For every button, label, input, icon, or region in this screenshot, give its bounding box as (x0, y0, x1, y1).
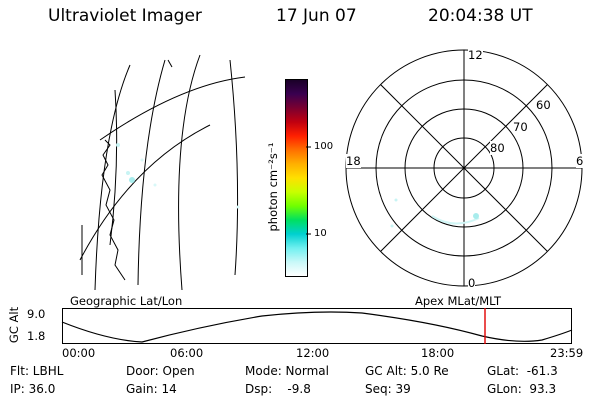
dsp-label: Dsp: -9.8 (245, 382, 311, 396)
mlt-label-18: 18 (346, 154, 361, 168)
alt-xtick-2359: 23:59 (550, 346, 584, 360)
filter-label: Flt: LBHL (10, 364, 64, 378)
alt-ytick-1-8: 1.8 (27, 329, 46, 343)
mlat-label-60: 60 (536, 98, 551, 112)
altitude-plot (61, 308, 573, 344)
mlat-label-70: 70 (513, 120, 528, 134)
colorbar-tick-10: 10 (314, 228, 327, 239)
mlat-label-80: 80 (490, 141, 505, 155)
gc-alt-label: GC Alt: 5.0 Re (365, 364, 449, 378)
instrument-title: Ultraviolet Imager (48, 6, 202, 26)
time-label: 20:04:38 UT (428, 6, 533, 26)
gain-label: Gain: 14 (126, 382, 177, 396)
polar-map (345, 49, 583, 287)
geographic-map (79, 54, 246, 291)
alt-xtick-1800: 18:00 (421, 346, 455, 360)
geographic-map-label: Geographic Lat/Lon (70, 294, 183, 308)
colorbar-ticks (306, 146, 311, 235)
seq-label: Seq: 39 (365, 382, 411, 396)
alt-ytick-9: 9.0 (27, 307, 46, 321)
polar-map-label: Apex MLat/MLT (415, 294, 502, 308)
glon-label: GLon: 93.3 (487, 382, 557, 396)
alt-xtick-1200: 12:00 (296, 346, 330, 360)
glat-label: GLat: -61.3 (487, 364, 558, 378)
alt-xtick-0600: 06:00 (170, 346, 204, 360)
alt-plot-ylabel: GC Alt (7, 306, 21, 344)
door-label: Door: Open (126, 364, 195, 378)
alt-xtick-0000: 00:00 (62, 346, 96, 360)
date-label: 17 Jun 07 (276, 6, 357, 26)
ip-label: IP: 36.0 (10, 382, 56, 396)
colorbar (285, 79, 308, 277)
mode-label: Mode: Normal (245, 364, 329, 378)
colorbar-tick-100: 100 (314, 141, 334, 152)
mlt-label-0: 0 (468, 276, 476, 290)
mlt-label-6: 6 (576, 154, 584, 168)
colorbar-unit-label: photon cm⁻²s⁻¹ (266, 142, 280, 232)
mlt-label-12: 12 (468, 48, 483, 62)
